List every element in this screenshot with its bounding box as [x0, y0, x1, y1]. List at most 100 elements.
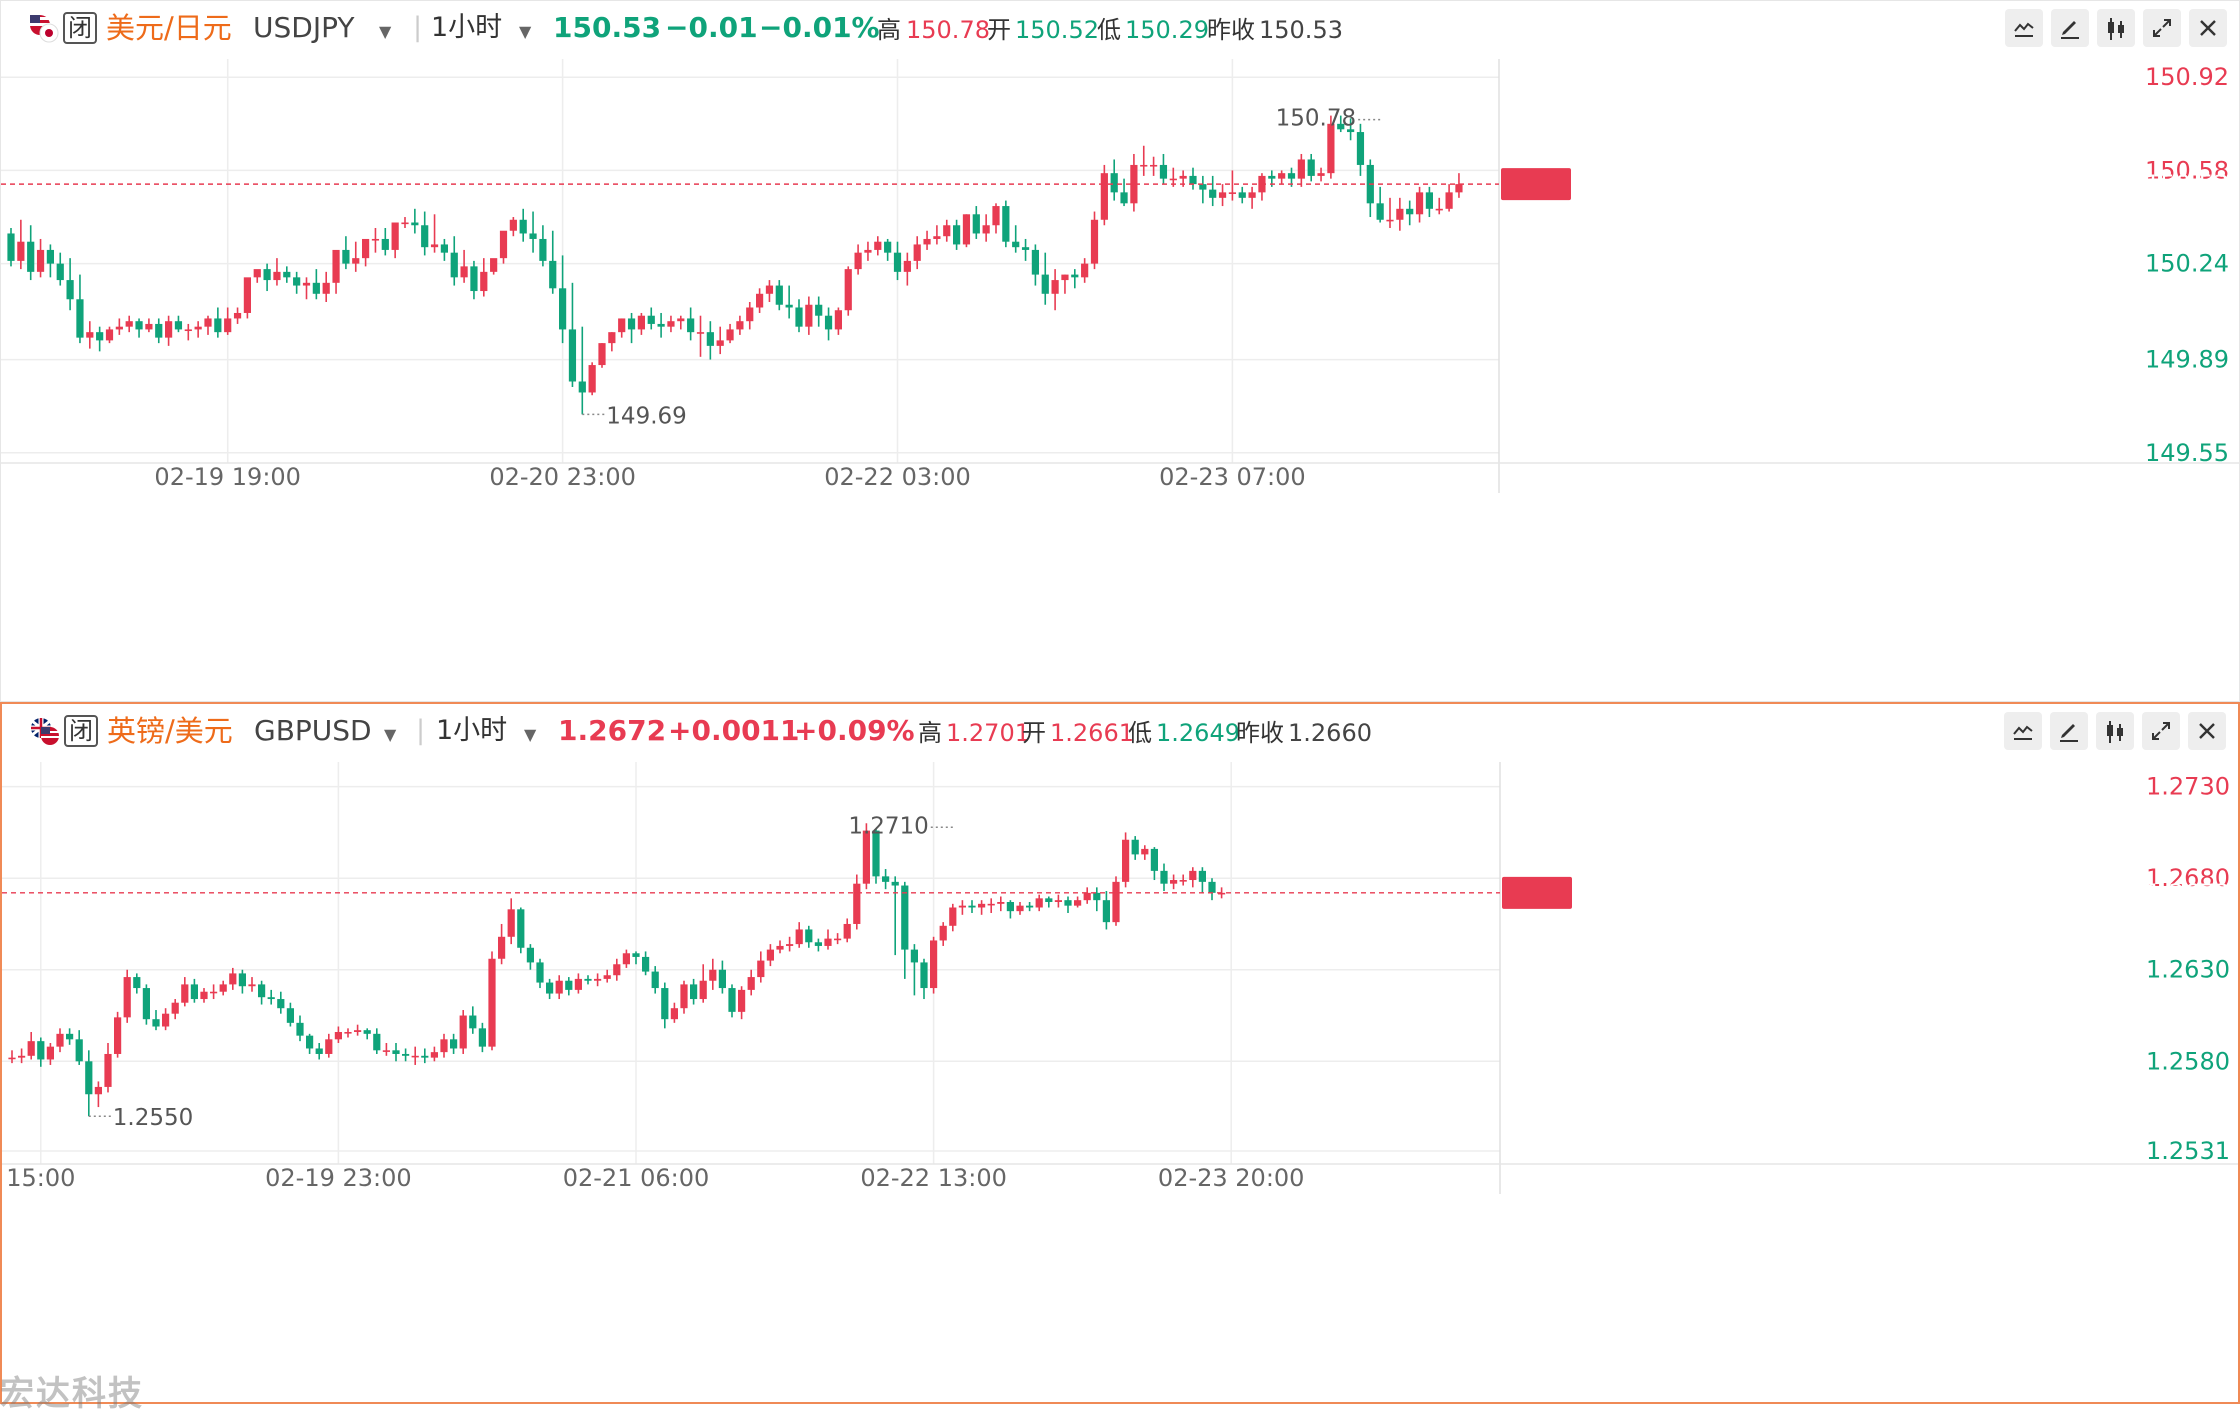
candle[interactable]	[440, 1033, 448, 1058]
candle[interactable]	[667, 315, 675, 333]
candle[interactable]	[325, 1033, 333, 1058]
candle[interactable]	[872, 828, 880, 884]
candle[interactable]	[785, 285, 793, 319]
candle[interactable]	[263, 263, 271, 292]
candle[interactable]	[1112, 876, 1120, 926]
candle[interactable]	[608, 332, 616, 352]
candle[interactable]	[114, 1011, 122, 1058]
candle[interactable]	[699, 964, 707, 1003]
candle[interactable]	[480, 258, 488, 297]
candle[interactable]	[219, 980, 227, 996]
candle[interactable]	[1278, 170, 1286, 185]
candle[interactable]	[498, 923, 506, 965]
candle[interactable]	[85, 1050, 93, 1117]
draw-pen-icon[interactable]	[2050, 712, 2088, 750]
candle[interactable]	[391, 222, 399, 259]
candle[interactable]	[105, 326, 114, 344]
candle[interactable]	[115, 318, 123, 335]
candle[interactable]	[411, 1046, 419, 1065]
pair-title[interactable]: 美元/日元	[106, 11, 232, 45]
candle[interactable]	[517, 907, 525, 954]
candle[interactable]	[1208, 878, 1216, 901]
candle[interactable]	[795, 922, 803, 948]
candle[interactable]	[371, 227, 380, 253]
candle[interactable]	[509, 217, 517, 237]
candle[interactable]	[430, 214, 439, 253]
candle[interactable]	[982, 214, 990, 242]
candle[interactable]	[200, 988, 208, 1003]
candle[interactable]	[622, 949, 630, 968]
candle[interactable]	[661, 982, 669, 1029]
candle[interactable]	[1327, 115, 1335, 179]
candle[interactable]	[470, 260, 478, 300]
candle[interactable]	[716, 326, 724, 355]
candle[interactable]	[776, 940, 784, 954]
candle[interactable]	[286, 1002, 294, 1027]
candle[interactable]	[450, 1033, 458, 1054]
candle[interactable]	[943, 219, 951, 242]
symbol-dropdown-icon[interactable]: ▼	[384, 725, 397, 744]
candle[interactable]	[490, 258, 498, 275]
candle[interactable]	[1131, 836, 1139, 860]
candle[interactable]	[96, 326, 104, 352]
candle[interactable]	[1396, 197, 1404, 231]
expand-icon[interactable]	[2143, 9, 2181, 47]
candle[interactable]	[142, 984, 150, 1025]
candle[interactable]	[882, 869, 890, 890]
candle[interactable]	[824, 307, 833, 341]
candle[interactable]	[536, 958, 544, 989]
candle[interactable]	[1120, 178, 1128, 207]
candle[interactable]	[844, 266, 852, 316]
candle[interactable]	[978, 900, 986, 915]
candle[interactable]	[815, 296, 823, 327]
candle[interactable]	[1026, 902, 1034, 912]
candle[interactable]	[642, 951, 650, 976]
candle[interactable]	[670, 1002, 678, 1023]
candle[interactable]	[834, 933, 842, 945]
candle[interactable]	[181, 977, 189, 1007]
candle[interactable]	[421, 211, 429, 256]
candle[interactable]	[1366, 159, 1374, 218]
candle[interactable]	[864, 241, 872, 261]
candle[interactable]	[1228, 170, 1236, 201]
candle[interactable]	[273, 258, 281, 286]
candle[interactable]	[992, 203, 1000, 234]
candle[interactable]	[637, 312, 645, 335]
candle[interactable]	[1209, 175, 1217, 207]
candle[interactable]	[352, 241, 360, 272]
candle[interactable]	[1035, 894, 1043, 912]
candle[interactable]	[1090, 211, 1099, 270]
candle[interactable]	[123, 969, 131, 1023]
candle[interactable]	[1102, 891, 1110, 930]
candle[interactable]	[1189, 167, 1197, 190]
candle[interactable]	[805, 925, 813, 948]
candle[interactable]	[1337, 115, 1345, 133]
candle[interactable]	[891, 876, 899, 956]
candle[interactable]	[1074, 896, 1082, 908]
candle[interactable]	[334, 1026, 342, 1043]
timeframe-dropdown-icon[interactable]: ▼	[524, 725, 537, 744]
candle[interactable]	[315, 1042, 323, 1060]
candle[interactable]	[56, 1028, 64, 1053]
candle[interactable]	[901, 881, 909, 979]
draw-pen-icon[interactable]	[2051, 9, 2089, 47]
candle[interactable]	[814, 938, 822, 952]
candle[interactable]	[1238, 186, 1246, 204]
timeframe-dropdown-icon[interactable]: ▼	[519, 22, 532, 41]
candle[interactable]	[1100, 164, 1108, 226]
candle[interactable]	[1218, 184, 1227, 207]
candle[interactable]	[987, 898, 995, 913]
candle[interactable]	[253, 269, 261, 283]
candle[interactable]	[1386, 197, 1394, 228]
candle[interactable]	[401, 217, 409, 228]
candle[interactable]	[1054, 894, 1062, 908]
candle[interactable]	[306, 1033, 314, 1054]
candle[interactable]	[588, 362, 596, 396]
candle[interactable]	[152, 1010, 160, 1031]
candle[interactable]	[1356, 123, 1365, 176]
candle[interactable]	[342, 236, 350, 270]
candle[interactable]	[766, 944, 774, 967]
candle[interactable]	[302, 277, 311, 300]
candle[interactable]	[184, 323, 192, 341]
candle[interactable]	[613, 958, 621, 981]
